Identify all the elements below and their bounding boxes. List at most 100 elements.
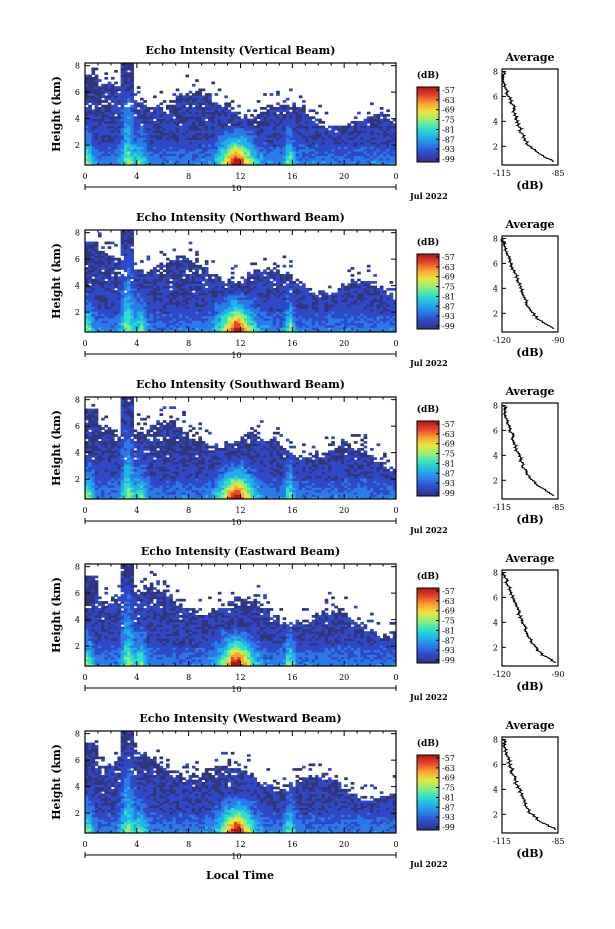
- x-tick-label: 8: [186, 339, 191, 348]
- colorbar-tick-label: -75: [442, 784, 455, 793]
- profile-y-tick-label: 8: [493, 234, 498, 243]
- colorbar-tick-label: -87: [442, 302, 455, 311]
- profile-line: [502, 405, 555, 496]
- y-tick-label: 8: [75, 730, 80, 739]
- x-tick-label: 0: [82, 673, 87, 682]
- y-tick-label: 8: [75, 62, 80, 71]
- colorbar-tick-label: -69: [442, 774, 455, 783]
- x-tick-label: 0: [82, 172, 87, 181]
- colorbar: [416, 420, 440, 497]
- profile-y-tick-label: 4: [493, 451, 498, 460]
- profile-x-tick-label: -90: [552, 670, 565, 679]
- profile-x-tick-label: -85: [552, 837, 565, 846]
- profile-line: [501, 739, 557, 830]
- x-tick-label: 20: [339, 673, 349, 682]
- y-tick-label: 6: [75, 88, 80, 97]
- profile-y-tick-label: 4: [493, 117, 498, 126]
- profile-line: [499, 238, 555, 329]
- heatmap: [85, 731, 397, 834]
- profile-y-tick-label: 4: [493, 284, 498, 293]
- colorbar-tick-label: -75: [442, 283, 455, 292]
- x-tick-label: 0: [393, 339, 398, 348]
- x-tick-label: 8: [186, 840, 191, 849]
- x-tick-label: 16: [287, 673, 297, 682]
- x-tick-label: 0: [393, 172, 398, 181]
- y-tick-label: 6: [75, 255, 80, 264]
- x-tick-label: 20: [339, 339, 349, 348]
- y-tick-label: 8: [75, 563, 80, 572]
- colorbar-tick-label: -75: [442, 450, 455, 459]
- x-tick-label: 12: [235, 172, 245, 181]
- midnight-label: 10: [231, 518, 241, 527]
- midnight-label: 10: [231, 351, 241, 360]
- colorbar: [416, 754, 440, 831]
- colorbar-tick-label: -81: [442, 292, 455, 301]
- colorbar: [416, 86, 440, 163]
- colorbar-tick-label: -99: [442, 155, 455, 164]
- colorbar-tick-label: -93: [442, 312, 455, 321]
- x-tick-label: 8: [186, 172, 191, 181]
- profile-frame: [501, 68, 559, 166]
- x-tick-label: 4: [134, 840, 139, 849]
- x-tick-label: 16: [287, 840, 297, 849]
- y-tick-label: 2: [75, 308, 80, 317]
- x-tick-label: 0: [82, 506, 87, 515]
- colorbar-tick-label: -81: [442, 125, 455, 134]
- profile-x-label: (dB): [516, 513, 543, 526]
- profile-y-tick-label: 4: [493, 618, 498, 627]
- x-tick-label: 8: [186, 673, 191, 682]
- panel-2: Echo Intensity (Southward Beam) 2 4 6 8 Heigh…: [50, 378, 564, 535]
- colorbar-tick-label: -57: [442, 86, 455, 95]
- x-tick-label: 12: [235, 673, 245, 682]
- profile-x-tick-label: -85: [552, 169, 565, 178]
- profile-y-tick-label: 8: [493, 401, 498, 410]
- x-tick-label: 0: [393, 840, 398, 849]
- y-tick-label: 4: [75, 783, 80, 792]
- heatmap: [85, 397, 397, 500]
- profile-x-tick-label: -115: [493, 837, 511, 846]
- profile-x-label: (dB): [516, 179, 543, 192]
- colorbar-tick-label: -87: [442, 469, 455, 478]
- midnight-label: 10: [231, 685, 241, 694]
- profile-y-tick-label: 4: [493, 785, 498, 794]
- colorbar-tick-label: -87: [442, 803, 455, 812]
- profile-x-tick-label: -85: [552, 503, 565, 512]
- profile-y-tick-label: 2: [493, 810, 498, 819]
- panel-3: Echo Intensity (Eastward Beam) 2 4 6 8 Height…: [50, 545, 564, 702]
- colorbar-tick-label: -57: [442, 754, 455, 763]
- x-tick-label: 12: [235, 339, 245, 348]
- x-tick-label: 12: [235, 840, 245, 849]
- profile-y-tick-label: 2: [493, 142, 498, 151]
- panel-1: Echo Intensity (Northward Beam) 2 4 6 8 Heigh…: [50, 211, 564, 368]
- profile-x-tick-label: -120: [493, 336, 511, 345]
- date-label: Jul 2022: [409, 692, 448, 702]
- colorbar-tick-label: -75: [442, 116, 455, 125]
- midnight-label: 10: [231, 852, 241, 861]
- profile-title: Average: [504, 719, 554, 732]
- x-tick-label: 20: [339, 172, 349, 181]
- x-tick-label: 0: [82, 840, 87, 849]
- colorbar: [416, 253, 440, 330]
- profile-x-label: (dB): [516, 847, 543, 860]
- colorbar-tick-label: -81: [442, 459, 455, 468]
- x-tick-label: 16: [287, 506, 297, 515]
- profile-title: Average: [504, 51, 554, 64]
- x-tick-label: 16: [287, 339, 297, 348]
- colorbar-tick-label: -63: [442, 597, 455, 606]
- y-tick-label: 6: [75, 589, 80, 598]
- colorbar-unit: (dB): [417, 404, 439, 415]
- y-tick-label: 4: [75, 616, 80, 625]
- date-label: Jul 2022: [409, 191, 448, 201]
- y-tick-label: 4: [75, 282, 80, 291]
- colorbar-tick-label: -87: [442, 135, 455, 144]
- profile-x-tick-label: -115: [493, 503, 511, 512]
- x-tick-label: 16: [287, 172, 297, 181]
- profile-x-tick-label: -90: [552, 336, 565, 345]
- profile-y-tick-label: 6: [493, 259, 498, 268]
- profile-y-tick-label: 8: [493, 568, 498, 577]
- y-axis-label: Height (km): [50, 577, 63, 653]
- x-tick-label: 8: [186, 506, 191, 515]
- profile-title: Average: [504, 218, 554, 231]
- colorbar-unit: (dB): [417, 738, 439, 749]
- x-tick-label: 0: [393, 506, 398, 515]
